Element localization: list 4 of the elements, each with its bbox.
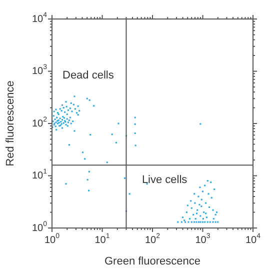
annotation: Live cells — [142, 174, 188, 186]
y-axis-title: Red fluorescence — [4, 80, 17, 166]
x-axis-title: Green fluorescence — [104, 255, 200, 268]
annotation: Dead cells — [62, 69, 114, 82]
